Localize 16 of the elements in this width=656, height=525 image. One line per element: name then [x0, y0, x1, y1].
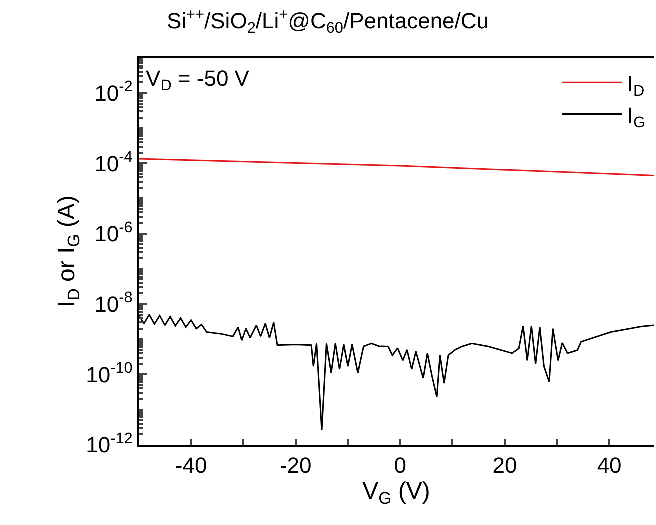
y-tick-label: 10$^{-2}$	[94, 78, 133, 106]
annotation: V$_{D}$ = -50 V	[146, 66, 250, 95]
y-tick-label: 10$^{-6}$	[94, 219, 133, 247]
y-tick-label: 10$^{-4}$	[94, 149, 134, 176]
y-tick-label: 10$^{-8}$	[94, 290, 133, 317]
x-tick-label: 20	[492, 453, 518, 478]
y-tick-label: 10$^{-10}$	[86, 360, 133, 388]
x-axis-title: V$_{G}$ (V)	[362, 478, 430, 508]
x-tick-label: 40	[597, 453, 622, 478]
x-tick-label: 0	[394, 453, 407, 478]
x-tick-label: -20	[280, 453, 312, 478]
chart-title: Si$^{++}$/SiO$_{2}$/Li$^{+}$@C$_{60}$/Pentacene/Cu	[166, 6, 490, 38]
x-tick-label: -40	[175, 453, 208, 478]
legend-label: I$_{D}$	[627, 71, 645, 100]
y-tick-label: 10$^{-12}$	[86, 430, 133, 458]
legend-label: I$_{G}$	[627, 102, 646, 132]
